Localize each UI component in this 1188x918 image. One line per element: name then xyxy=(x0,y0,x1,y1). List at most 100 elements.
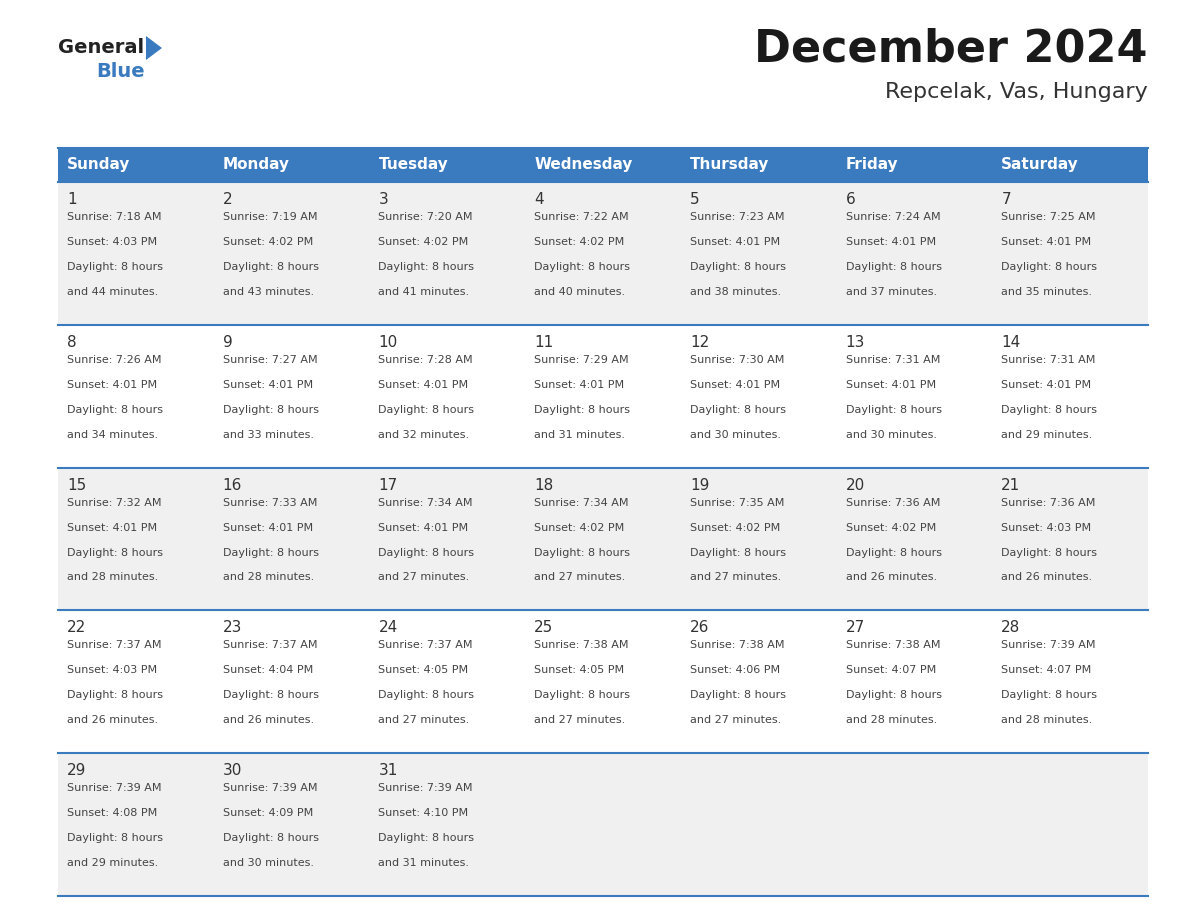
Text: Sunrise: 7:35 AM: Sunrise: 7:35 AM xyxy=(690,498,784,508)
Text: 2: 2 xyxy=(222,192,233,207)
Bar xyxy=(214,753,369,896)
Text: 29: 29 xyxy=(67,763,87,778)
Text: Daylight: 8 hours: Daylight: 8 hours xyxy=(222,834,318,843)
Text: 3: 3 xyxy=(379,192,388,207)
Text: and 29 minutes.: and 29 minutes. xyxy=(67,858,158,868)
Text: Sunrise: 7:25 AM: Sunrise: 7:25 AM xyxy=(1001,212,1095,222)
Text: Daylight: 8 hours: Daylight: 8 hours xyxy=(690,690,785,700)
Text: Daylight: 8 hours: Daylight: 8 hours xyxy=(690,405,785,415)
Text: Sunset: 4:06 PM: Sunset: 4:06 PM xyxy=(690,666,781,676)
Text: Sunset: 4:02 PM: Sunset: 4:02 PM xyxy=(535,522,625,532)
Text: Sunrise: 7:36 AM: Sunrise: 7:36 AM xyxy=(1001,498,1095,508)
Text: Daylight: 8 hours: Daylight: 8 hours xyxy=(67,834,163,843)
Bar xyxy=(836,467,992,610)
Text: Sunset: 4:03 PM: Sunset: 4:03 PM xyxy=(67,237,157,247)
Text: Daylight: 8 hours: Daylight: 8 hours xyxy=(846,405,942,415)
Bar xyxy=(525,753,681,896)
Text: Daylight: 8 hours: Daylight: 8 hours xyxy=(690,547,785,557)
Text: Sunrise: 7:26 AM: Sunrise: 7:26 AM xyxy=(67,354,162,364)
Text: Sunrise: 7:31 AM: Sunrise: 7:31 AM xyxy=(1001,354,1095,364)
Text: Sunset: 4:03 PM: Sunset: 4:03 PM xyxy=(1001,522,1092,532)
Text: 22: 22 xyxy=(67,621,87,635)
Text: Sunset: 4:03 PM: Sunset: 4:03 PM xyxy=(67,666,157,676)
Bar xyxy=(992,753,1148,896)
Text: Daylight: 8 hours: Daylight: 8 hours xyxy=(690,262,785,272)
Text: Sunrise: 7:24 AM: Sunrise: 7:24 AM xyxy=(846,212,940,222)
Text: and 43 minutes.: and 43 minutes. xyxy=(222,286,314,297)
Text: Sunrise: 7:39 AM: Sunrise: 7:39 AM xyxy=(222,783,317,793)
Bar xyxy=(992,467,1148,610)
Text: Sunrise: 7:39 AM: Sunrise: 7:39 AM xyxy=(1001,641,1095,650)
Text: 25: 25 xyxy=(535,621,554,635)
Text: and 33 minutes.: and 33 minutes. xyxy=(222,430,314,440)
Text: 9: 9 xyxy=(222,335,233,350)
Text: and 28 minutes.: and 28 minutes. xyxy=(1001,715,1093,725)
Text: December 2024: December 2024 xyxy=(754,28,1148,71)
Text: Sunset: 4:07 PM: Sunset: 4:07 PM xyxy=(1001,666,1092,676)
Text: and 35 minutes.: and 35 minutes. xyxy=(1001,286,1092,297)
Bar xyxy=(525,182,681,325)
Text: Daylight: 8 hours: Daylight: 8 hours xyxy=(535,547,630,557)
Bar xyxy=(369,325,525,467)
Text: 17: 17 xyxy=(379,477,398,493)
Text: Sunset: 4:02 PM: Sunset: 4:02 PM xyxy=(379,237,469,247)
Bar xyxy=(525,148,681,182)
Text: and 26 minutes.: and 26 minutes. xyxy=(846,573,936,582)
Text: Sunrise: 7:37 AM: Sunrise: 7:37 AM xyxy=(222,641,317,650)
Bar xyxy=(681,610,836,753)
Text: Sunrise: 7:28 AM: Sunrise: 7:28 AM xyxy=(379,354,473,364)
Text: Thursday: Thursday xyxy=(690,158,770,173)
Text: and 44 minutes.: and 44 minutes. xyxy=(67,286,158,297)
Text: and 28 minutes.: and 28 minutes. xyxy=(222,573,314,582)
Text: Sunrise: 7:32 AM: Sunrise: 7:32 AM xyxy=(67,498,162,508)
Text: Sunrise: 7:31 AM: Sunrise: 7:31 AM xyxy=(846,354,940,364)
Text: Daylight: 8 hours: Daylight: 8 hours xyxy=(222,262,318,272)
Text: and 32 minutes.: and 32 minutes. xyxy=(379,430,469,440)
Text: Sunrise: 7:34 AM: Sunrise: 7:34 AM xyxy=(535,498,628,508)
Bar xyxy=(836,610,992,753)
Text: 14: 14 xyxy=(1001,335,1020,350)
Text: Daylight: 8 hours: Daylight: 8 hours xyxy=(67,547,163,557)
Bar xyxy=(836,325,992,467)
Bar xyxy=(369,148,525,182)
Text: Sunrise: 7:36 AM: Sunrise: 7:36 AM xyxy=(846,498,940,508)
Text: Sunset: 4:01 PM: Sunset: 4:01 PM xyxy=(379,522,468,532)
Bar xyxy=(992,182,1148,325)
Text: Sunset: 4:01 PM: Sunset: 4:01 PM xyxy=(846,237,936,247)
Text: 12: 12 xyxy=(690,335,709,350)
Text: Sunset: 4:01 PM: Sunset: 4:01 PM xyxy=(222,380,312,390)
Text: and 31 minutes.: and 31 minutes. xyxy=(379,858,469,868)
Text: Sunset: 4:02 PM: Sunset: 4:02 PM xyxy=(535,237,625,247)
Text: Sunset: 4:02 PM: Sunset: 4:02 PM xyxy=(222,237,312,247)
Text: Daylight: 8 hours: Daylight: 8 hours xyxy=(67,690,163,700)
Text: Sunrise: 7:22 AM: Sunrise: 7:22 AM xyxy=(535,212,628,222)
Text: 19: 19 xyxy=(690,477,709,493)
Text: 7: 7 xyxy=(1001,192,1011,207)
Bar xyxy=(58,467,214,610)
Text: Daylight: 8 hours: Daylight: 8 hours xyxy=(846,262,942,272)
Text: Daylight: 8 hours: Daylight: 8 hours xyxy=(67,405,163,415)
Bar xyxy=(369,182,525,325)
Bar xyxy=(58,148,214,182)
Text: Daylight: 8 hours: Daylight: 8 hours xyxy=(846,547,942,557)
Bar xyxy=(681,753,836,896)
Bar xyxy=(214,610,369,753)
Text: Sunset: 4:05 PM: Sunset: 4:05 PM xyxy=(535,666,624,676)
Text: and 27 minutes.: and 27 minutes. xyxy=(535,573,625,582)
Text: Daylight: 8 hours: Daylight: 8 hours xyxy=(222,690,318,700)
Text: Daylight: 8 hours: Daylight: 8 hours xyxy=(379,262,474,272)
Bar xyxy=(214,325,369,467)
Bar xyxy=(369,610,525,753)
Bar xyxy=(214,148,369,182)
Bar xyxy=(992,325,1148,467)
Bar xyxy=(525,467,681,610)
Text: and 37 minutes.: and 37 minutes. xyxy=(846,286,936,297)
Text: Sunrise: 7:39 AM: Sunrise: 7:39 AM xyxy=(67,783,162,793)
Text: Sunrise: 7:38 AM: Sunrise: 7:38 AM xyxy=(846,641,940,650)
Text: Sunset: 4:01 PM: Sunset: 4:01 PM xyxy=(846,380,936,390)
Bar xyxy=(369,467,525,610)
Text: and 34 minutes.: and 34 minutes. xyxy=(67,430,158,440)
Text: 27: 27 xyxy=(846,621,865,635)
Text: Sunset: 4:01 PM: Sunset: 4:01 PM xyxy=(690,380,781,390)
Text: and 27 minutes.: and 27 minutes. xyxy=(379,573,469,582)
